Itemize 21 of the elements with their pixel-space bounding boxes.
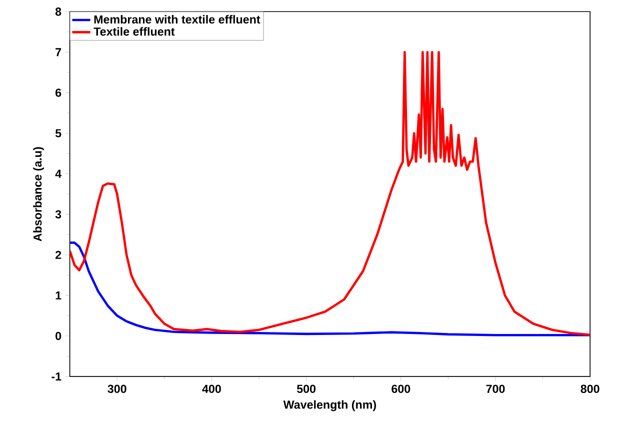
- y-tick-label: 1: [56, 291, 62, 300]
- x-tick-label: 400: [202, 384, 221, 393]
- y-tick-label: 6: [56, 88, 62, 97]
- y-tick-label: -1: [52, 372, 62, 380]
- x-tick-label: 300: [108, 384, 126, 393]
- y-tick-label: 7: [56, 48, 62, 56]
- x-tick-label: 700: [486, 384, 505, 393]
- y-tick-label: 5: [55, 129, 62, 138]
- x-axis-title: Wavelength (nm): [283, 400, 376, 412]
- y-tick-label: 4: [55, 170, 62, 178]
- y-axis-title: Absorbance (a.u): [33, 147, 44, 242]
- x-tick-label: 600: [392, 384, 410, 393]
- legend-label: Membrane with textile effluent: [94, 15, 260, 24]
- x-tick-label: 800: [580, 384, 600, 393]
- y-tick-label: 2: [55, 250, 62, 259]
- line-series: [70, 50, 590, 336]
- x-tick-label: 500: [296, 384, 316, 393]
- legend-label: Textile effluent: [94, 27, 175, 36]
- y-tick-label: 3: [55, 210, 62, 218]
- y-tick-label: 0: [56, 332, 62, 340]
- y-tick-label: 8: [55, 8, 62, 16]
